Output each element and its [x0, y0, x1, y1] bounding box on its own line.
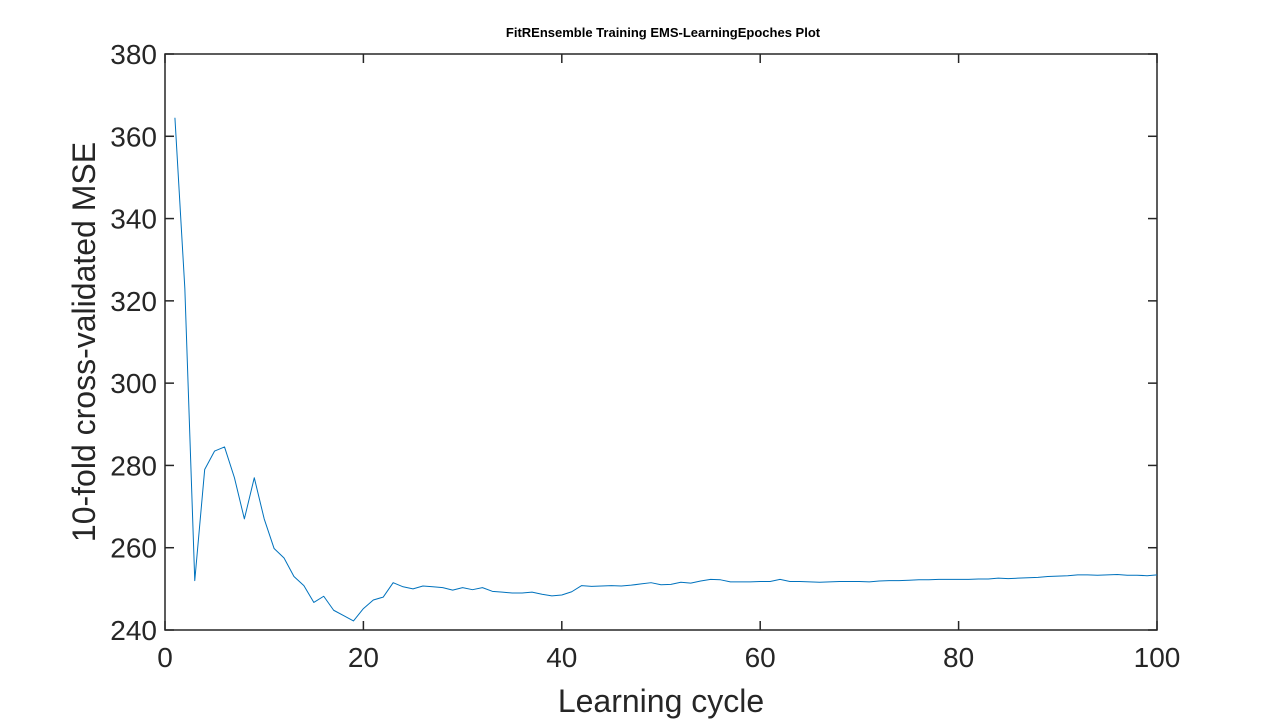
x-tick-label: 100: [1134, 642, 1181, 673]
y-tick-label: 260: [110, 533, 157, 564]
y-tick-label: 300: [110, 368, 157, 399]
y-tick-label: 360: [110, 121, 157, 152]
y-tick-label: 320: [110, 286, 157, 317]
y-tick-label: 380: [110, 39, 157, 70]
y-tick-label: 280: [110, 450, 157, 481]
x-tick-label: 40: [546, 642, 577, 673]
plot-area: [164, 53, 1158, 631]
x-tick-label: 80: [943, 642, 974, 673]
x-axis-label: Learning cycle: [558, 683, 764, 719]
chart-title: FitREnsemble Training EMS-LearningEpoche…: [506, 25, 821, 40]
x-tick-label: 60: [745, 642, 776, 673]
y-tick-label: 240: [110, 615, 157, 646]
series-line: [174, 117, 1158, 622]
x-tick-label: 0: [157, 642, 173, 673]
y-tick-label: 340: [110, 204, 157, 235]
y-axis-label: 10-fold cross-validated MSE: [66, 142, 102, 542]
x-tick-label: 20: [348, 642, 379, 673]
